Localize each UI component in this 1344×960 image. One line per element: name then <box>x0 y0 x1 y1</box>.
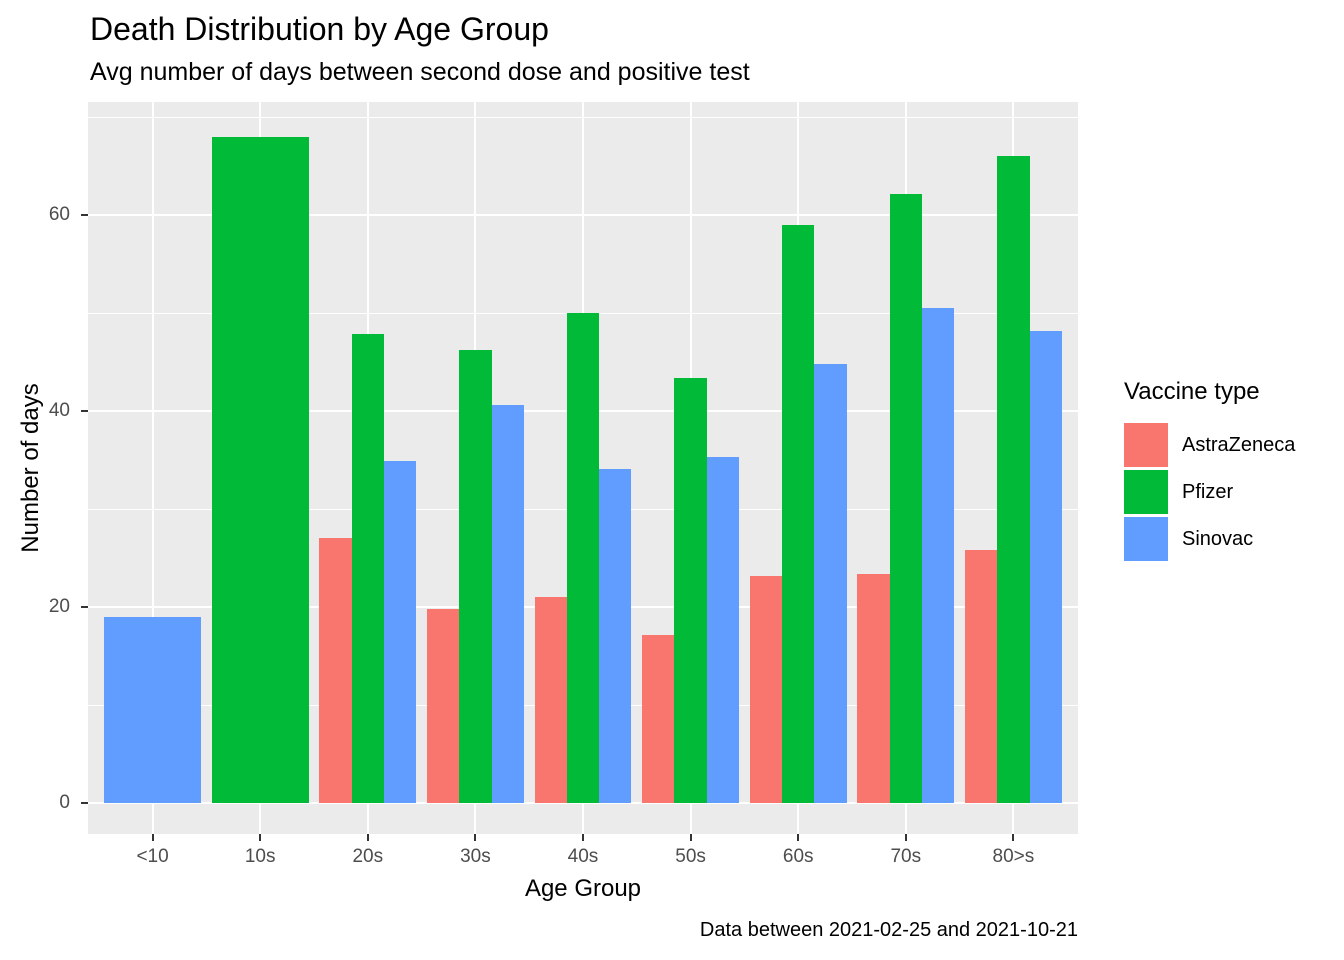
x-tick-label: 50s <box>675 846 706 867</box>
bar-pfizer-80s <box>997 156 1030 803</box>
x-tick-label: 40s <box>567 846 599 867</box>
bar-astrazeneca-60s <box>749 575 783 803</box>
bar-pfizer-70s <box>889 194 922 803</box>
y-tick-label: 40 <box>48 400 70 421</box>
bar-astrazeneca-40s <box>534 597 567 803</box>
bar-sinovac-30s <box>491 405 524 803</box>
legend-label: Sinovac <box>1182 527 1254 550</box>
bar-pfizer-20s <box>351 333 384 803</box>
x-tick-mark <box>474 834 477 841</box>
chart-title: Death Distribution by Age Group <box>90 11 549 47</box>
bar-sinovac-50s <box>706 457 740 803</box>
y-tick-mark <box>81 802 88 804</box>
bar-astrazeneca-70s <box>857 573 890 803</box>
bar-pfizer-40s <box>566 313 600 803</box>
legend: Vaccine type AstraZeneca Pfizer Sinovac <box>1124 380 1295 564</box>
bar-sinovac-70s <box>921 308 955 803</box>
x-tick-mark <box>151 834 154 841</box>
legend-label: Pfizer <box>1182 480 1234 503</box>
bar-sinovac-60s <box>814 363 847 803</box>
legend-label: AstraZeneca <box>1182 433 1296 456</box>
legend-item: Pfizer <box>1124 470 1295 514</box>
bar-astrazeneca-50s <box>642 635 675 803</box>
y-tick-mark <box>81 606 88 608</box>
x-tick-mark <box>797 834 800 841</box>
legend-item: AstraZeneca <box>1124 423 1295 467</box>
y-tick-label: 0 <box>59 792 70 813</box>
bar-pfizer-50s <box>674 377 707 803</box>
bar-sinovac-40s <box>599 468 632 803</box>
bar-astrazeneca-80s <box>965 550 998 803</box>
x-tick-mark <box>259 834 262 841</box>
x-tick-label: <10 <box>136 846 169 867</box>
bar-astrazeneca-20s <box>319 538 352 803</box>
x-tick-label: 10s <box>244 846 276 867</box>
y-tick-label: 20 <box>48 596 70 617</box>
x-tick-label: 30s <box>460 846 491 867</box>
bar-pfizer-30s <box>459 350 492 803</box>
bar-sinovac-20s <box>383 460 417 803</box>
legend-swatch-astrazeneca <box>1124 423 1168 467</box>
y-tick-label: 60 <box>48 204 70 225</box>
chart-caption: Data between 2021-02-25 and 2021-10-21 <box>699 919 1078 941</box>
x-axis-title: Age Group <box>524 875 642 902</box>
legend-swatch-sinovac <box>1124 517 1168 561</box>
bar-astrazeneca-30s <box>426 608 460 803</box>
y-tick-mark <box>81 214 88 216</box>
x-tick-mark <box>1012 834 1015 841</box>
legend-items: AstraZeneca Pfizer Sinovac <box>1124 423 1295 561</box>
plot-panel <box>88 102 1078 834</box>
x-tick-mark <box>366 834 369 841</box>
legend-title: Vaccine type <box>1124 378 1260 405</box>
y-tick-mark <box>81 410 88 412</box>
x-tick-mark <box>582 834 584 841</box>
gridline-major-x <box>151 102 154 834</box>
bar-sinovac-10 <box>104 616 201 803</box>
x-tick-label: 70s <box>890 846 922 867</box>
x-tick-label: 80>s <box>992 846 1035 867</box>
bar-pfizer-10s <box>211 136 309 803</box>
chart-subtitle: Avg number of days between second dose a… <box>90 58 750 86</box>
bar-pfizer-60s <box>782 224 815 803</box>
x-tick-mark <box>904 834 907 841</box>
bar-sinovac-80s <box>1029 330 1062 803</box>
x-tick-label: 60s <box>782 846 814 867</box>
legend-item: Sinovac <box>1124 517 1295 561</box>
x-tick-mark <box>689 834 692 841</box>
legend-swatch-pfizer <box>1124 470 1168 514</box>
x-tick-label: 20s <box>352 846 384 867</box>
